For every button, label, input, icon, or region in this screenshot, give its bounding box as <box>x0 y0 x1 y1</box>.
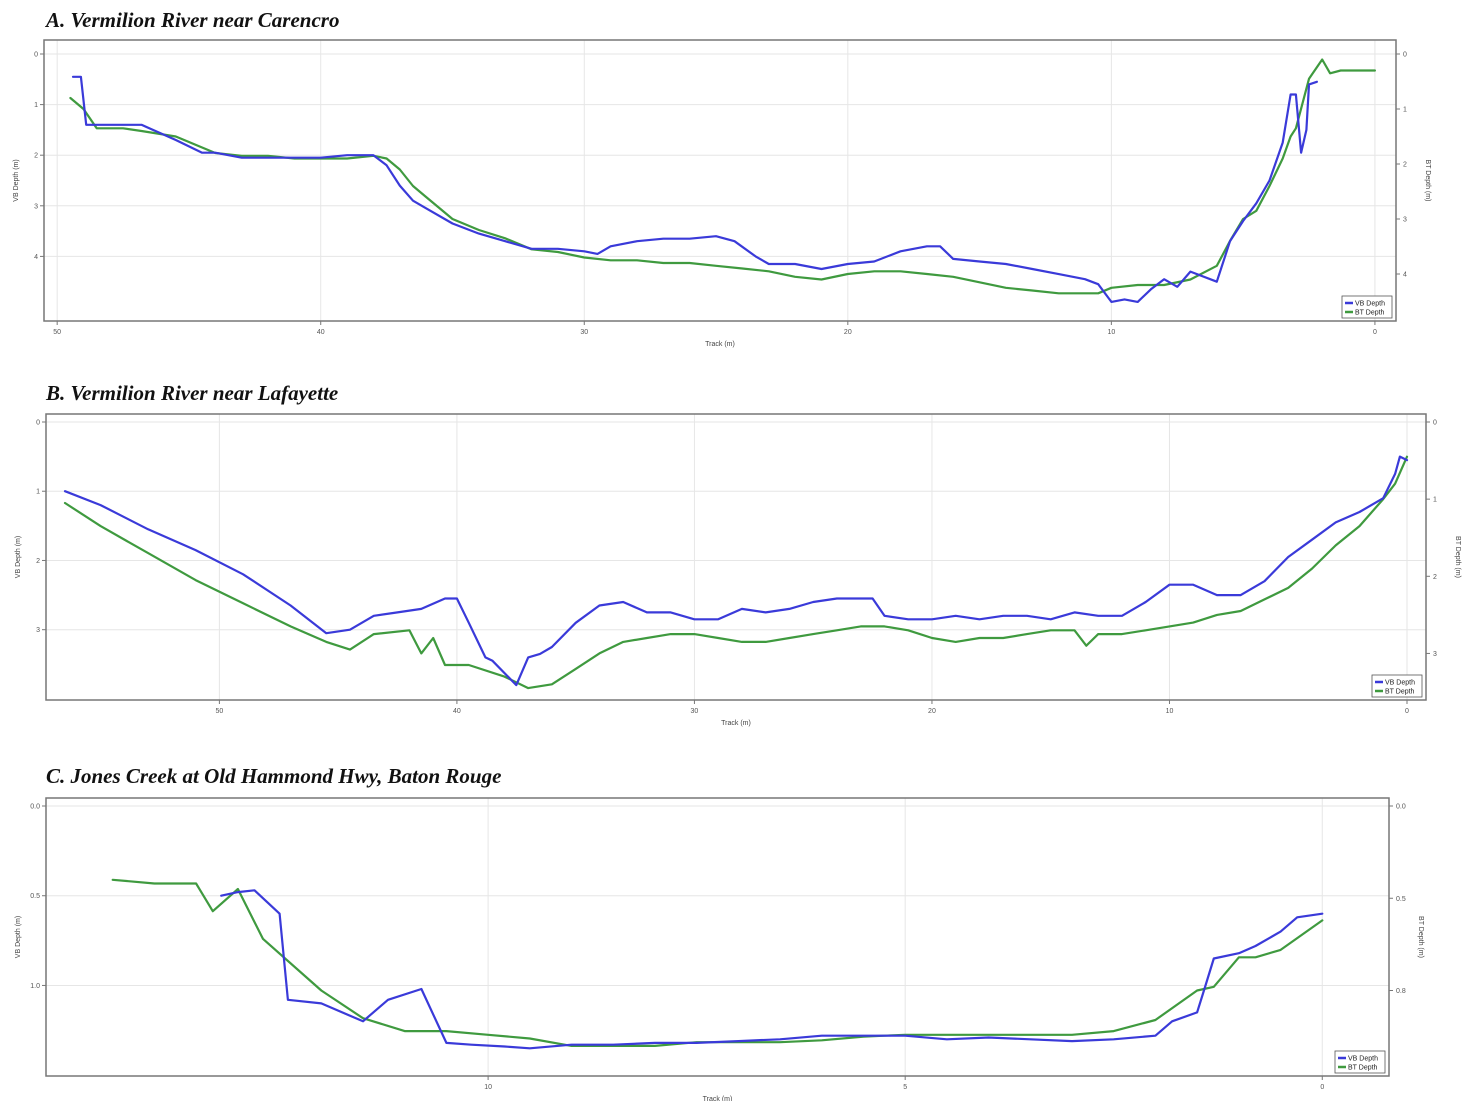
y-tick-label-left-0: 0 <box>36 420 40 427</box>
legend-label-1: BT Depth <box>1348 1065 1378 1072</box>
legend-label-0: VB Depth <box>1385 680 1415 687</box>
y-tick-label-right-2: 2 <box>1433 574 1437 581</box>
x-tick-label-2: 30 <box>580 329 588 336</box>
x-tick-label-1: 40 <box>317 329 325 336</box>
x-tick-label-4: 10 <box>1166 708 1174 715</box>
legend: VB Depth BT Depth <box>1371 674 1423 698</box>
y-tick-label-left-1: 1 <box>34 102 38 109</box>
legend-box <box>1334 1050 1386 1074</box>
panel-a: A. Vermilion River near Carencro 50 40 30 2… <box>0 8 1470 358</box>
x-tick-label-3: 20 <box>928 708 936 715</box>
legend-label-1: BT Depth <box>1385 689 1415 696</box>
plot-frame <box>45 797 1390 1077</box>
y-tick-label-left-1: 1 <box>36 489 40 496</box>
y-tick-label-left-0: 0.0 <box>30 804 40 811</box>
x-tick-label-2: 30 <box>691 708 699 715</box>
y-tick-label-right-3: 3 <box>1433 651 1437 658</box>
panel-b: B. Vermilion River near Lafayette 50 40 30… <box>0 381 1470 731</box>
x-tick-label-4: 10 <box>1107 329 1115 336</box>
legend-box <box>1341 295 1393 319</box>
x-axis-label: Track (m) <box>721 720 751 727</box>
y-axis-label-left: VB Depth (m) <box>13 159 20 201</box>
y-tick-label-left-2: 2 <box>34 153 38 160</box>
y-tick-label-right-2: 2 <box>1403 162 1407 169</box>
x-tick-label-1: 40 <box>453 708 461 715</box>
series-line-bt-depth <box>63 455 1409 690</box>
x-tick-label-0: 50 <box>215 708 223 715</box>
y-tick-label-right-1: 1 <box>1433 497 1437 504</box>
legend-label-0: VB Depth <box>1355 301 1385 308</box>
y-tick-label-left-3: 3 <box>34 203 38 210</box>
plot-frame <box>45 413 1427 701</box>
y-axis-label-right: BT Depth (m) <box>1417 916 1424 958</box>
y-tick-label-left-0: 0 <box>34 52 38 59</box>
y-tick-label-right-1: 0.5 <box>1396 896 1406 903</box>
panel-b-title: B. Vermilion River near Lafayette <box>46 381 339 405</box>
y-tick-label-right-0: 0 <box>1403 52 1407 59</box>
panel-a-title: A. Vermilion River near Carencro <box>46 8 340 32</box>
y-tick-label-right-0: 0 <box>1433 420 1437 427</box>
legend-label-1: BT Depth <box>1355 310 1385 317</box>
series-line-vb-depth <box>63 455 1409 687</box>
chart-c: 10 5 0 0.0 0.5 1.0 0.0 0.5 0.8 Track (m) VB Depth … <box>15 797 1424 1101</box>
legend: VB Depth BT Depth <box>1334 1050 1386 1074</box>
plot-frame <box>43 39 1397 322</box>
y-axis-label-right: BT Depth (m) <box>1454 536 1461 578</box>
x-tick-label-0: 10 <box>484 1084 492 1091</box>
y-tick-label-right-4: 4 <box>1403 272 1407 279</box>
x-tick-label-1: 5 <box>903 1084 907 1091</box>
series-line-vb-depth <box>71 75 1319 303</box>
x-axis-label: Track (m) <box>703 1096 733 1101</box>
panel-c-title: C. Jones Creek at Old Hammond Hwy, Baton… <box>46 764 502 788</box>
x-tick-label-5: 0 <box>1373 329 1377 336</box>
y-axis-label-right: BT Depth (m) <box>1424 160 1431 202</box>
legend: VB Depth BT Depth <box>1341 295 1393 319</box>
series-line-vb-depth <box>220 889 1324 1050</box>
y-tick-label-right-0: 0.0 <box>1396 804 1406 811</box>
x-tick-label-2: 0 <box>1320 1084 1324 1091</box>
y-tick-label-left-4: 4 <box>34 254 38 261</box>
series-line-bt-depth <box>69 58 1377 295</box>
series-line-bt-depth <box>111 878 1324 1047</box>
x-tick-label-5: 0 <box>1405 708 1409 715</box>
y-tick-label-right-2: 0.8 <box>1396 988 1406 995</box>
y-axis-label-left: VB Depth (m) <box>15 916 22 958</box>
y-tick-label-right-3: 3 <box>1403 217 1407 224</box>
x-tick-label-0: 50 <box>53 329 61 336</box>
x-tick-label-3: 20 <box>844 329 852 336</box>
y-tick-label-left-2: 1.0 <box>30 983 40 990</box>
y-tick-label-left-1: 0.5 <box>30 893 40 900</box>
y-tick-label-left-3: 3 <box>36 627 40 634</box>
y-tick-label-right-1: 1 <box>1403 107 1407 114</box>
y-tick-label-left-2: 2 <box>36 558 40 565</box>
x-axis-label: Track (m) <box>705 341 735 348</box>
legend-label-0: VB Depth <box>1348 1056 1378 1063</box>
legend-box <box>1371 674 1423 698</box>
panel-c: C. Jones Creek at Old Hammond Hwy, Baton… <box>0 764 1470 1101</box>
y-axis-label-left: VB Depth (m) <box>15 536 22 578</box>
